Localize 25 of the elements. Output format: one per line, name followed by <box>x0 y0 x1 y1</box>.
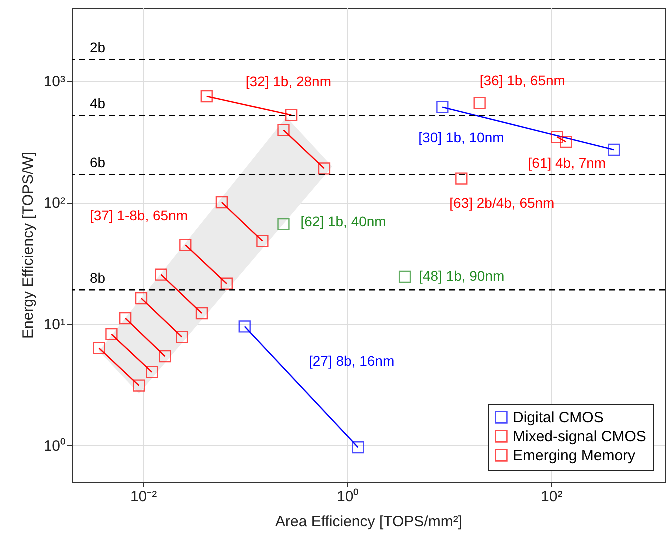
legend-label: Emerging Memory <box>513 448 636 464</box>
annotation: [61] 4b, 7nm <box>528 155 606 172</box>
ref-line-label: 2b <box>90 40 106 56</box>
ref-line-label: 4b <box>90 96 106 112</box>
x-tick-label: 10⁻² <box>130 488 158 506</box>
annotation: [63] 2b/4b, 65nm <box>450 194 555 211</box>
legend-label: Mixed-signal CMOS <box>513 428 646 446</box>
y-tick-label: 10¹ <box>44 316 66 334</box>
y-tick-label: 10³ <box>44 74 66 91</box>
annotation: [48] 1b, 90nm <box>419 268 505 284</box>
annotation: [27] 8b, 16nm <box>309 353 395 369</box>
annotation: [30] 1b, 10nm <box>418 129 504 146</box>
x-axis-title: Area Efficiency [TOPS/mm²] <box>276 514 462 530</box>
y-tick-label: 10² <box>44 195 66 212</box>
annotation: [36] 1b, 65nm <box>480 72 566 88</box>
y-axis-title: Energy Efficiency [TOPS/W] <box>20 152 37 340</box>
x-tick-label: 10² <box>541 488 563 506</box>
annotation: [32] 1b, 28nm <box>246 74 332 90</box>
annotation: [37] 1-8b, 65nm <box>90 208 188 224</box>
ref-line-label: 8b <box>90 270 106 286</box>
y-tick-label: 10⁰ <box>44 438 66 455</box>
x-tick-label: 10⁰ <box>336 488 359 506</box>
ref-line-label: 6b <box>90 154 106 171</box>
legend-label: Digital CMOS <box>513 410 604 426</box>
annotation: [62] 1b, 40nm <box>300 213 386 230</box>
